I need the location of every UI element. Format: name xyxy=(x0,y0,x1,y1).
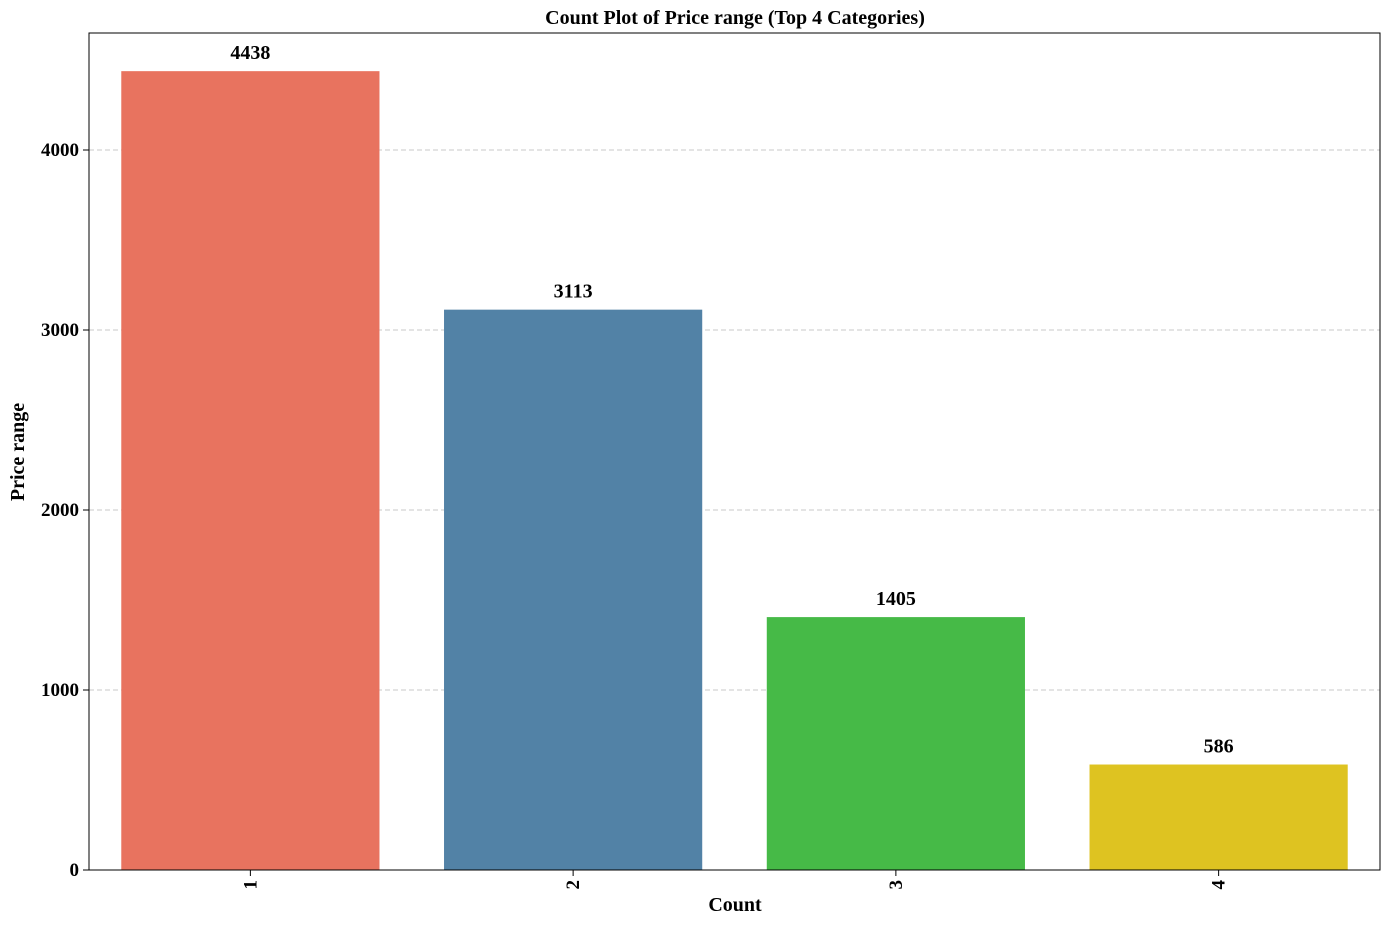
x-tick-label-2: 2 xyxy=(563,880,584,890)
y-axis-ticks: 0 1000 2000 3000 4000 xyxy=(41,140,89,881)
x-axis-ticks: 1 2 3 4 xyxy=(240,870,1230,890)
y-tick-label: 3000 xyxy=(41,320,79,341)
bars xyxy=(121,71,1348,870)
data-label-4: 586 xyxy=(1204,736,1234,758)
y-axis-label: Price range xyxy=(7,403,29,501)
bar-4 xyxy=(1089,764,1348,870)
x-tick-label-1: 1 xyxy=(240,880,261,890)
grid-lines xyxy=(89,149,1380,691)
chart-title: Count Plot of Price range (Top 4 Categor… xyxy=(545,7,925,29)
x-axis-label: Count xyxy=(708,894,762,916)
plot-area-frame xyxy=(88,32,1381,871)
bar-3 xyxy=(766,617,1025,870)
data-label-3: 1405 xyxy=(876,588,916,610)
x-tick-label-4: 4 xyxy=(1209,880,1230,890)
y-tick-label: 1000 xyxy=(41,680,79,701)
y-tick-label: 0 xyxy=(70,860,80,881)
data-label-1: 4438 xyxy=(230,42,270,64)
data-label-2: 3113 xyxy=(554,281,593,303)
y-tick-label: 4000 xyxy=(41,140,79,161)
bar-1 xyxy=(121,71,380,870)
y-tick-label: 2000 xyxy=(41,500,79,521)
bar-2 xyxy=(444,309,703,870)
data-labels: 4438 3113 1405 586 xyxy=(230,42,1233,757)
x-tick-label-3: 3 xyxy=(886,880,907,890)
